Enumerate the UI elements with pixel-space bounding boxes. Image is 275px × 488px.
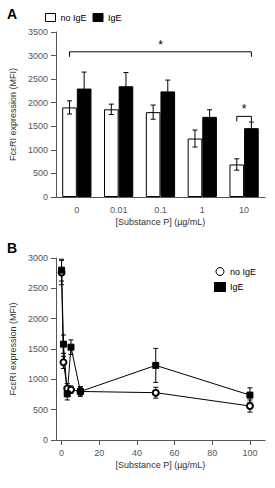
svg-text:0: 0: [43, 435, 48, 445]
svg-text:20: 20: [94, 448, 104, 458]
svg-text:*: *: [242, 102, 247, 116]
svg-text:100: 100: [242, 448, 257, 458]
svg-text:2000: 2000: [28, 98, 48, 108]
svg-text:3000: 3000: [28, 51, 48, 61]
svg-text:500: 500: [33, 405, 48, 415]
svg-text:3500: 3500: [28, 27, 48, 37]
svg-text:[Substance P] (µg/mL): [Substance P] (µg/mL): [116, 460, 206, 470]
svg-text:FcεRI expression (MFI): FcεRI expression (MFI): [8, 68, 18, 161]
svg-text:IgE: IgE: [108, 13, 122, 23]
svg-text:0.01: 0.01: [110, 205, 128, 215]
svg-text:1000: 1000: [28, 374, 48, 384]
svg-text:10: 10: [239, 205, 249, 215]
svg-text:40: 40: [132, 448, 142, 458]
svg-text:B: B: [7, 240, 17, 256]
svg-text:2000: 2000: [28, 314, 48, 324]
svg-text:0.1: 0.1: [154, 205, 167, 215]
svg-text:no IgE: no IgE: [230, 267, 256, 277]
svg-text:FcεRI expression (MFI): FcεRI expression (MFI): [8, 302, 18, 395]
svg-text:[Substance P] (µg/mL): [Substance P] (µg/mL): [116, 217, 206, 227]
svg-text:0: 0: [74, 205, 79, 215]
svg-text:1500: 1500: [28, 344, 48, 354]
svg-text:2500: 2500: [28, 74, 48, 84]
svg-text:1000: 1000: [28, 145, 48, 155]
svg-text:1: 1: [200, 205, 205, 215]
svg-text:60: 60: [170, 448, 180, 458]
svg-text:0: 0: [59, 448, 64, 458]
svg-text:2500: 2500: [28, 283, 48, 293]
svg-text:*: *: [158, 38, 163, 52]
svg-text:500: 500: [33, 168, 48, 178]
svg-text:3000: 3000: [28, 253, 48, 263]
svg-text:no IgE: no IgE: [61, 13, 87, 23]
svg-text:1500: 1500: [28, 121, 48, 131]
svg-text:0: 0: [43, 192, 48, 202]
svg-text:IgE: IgE: [230, 282, 244, 292]
svg-text:A: A: [7, 6, 17, 22]
svg-text:80: 80: [207, 448, 217, 458]
